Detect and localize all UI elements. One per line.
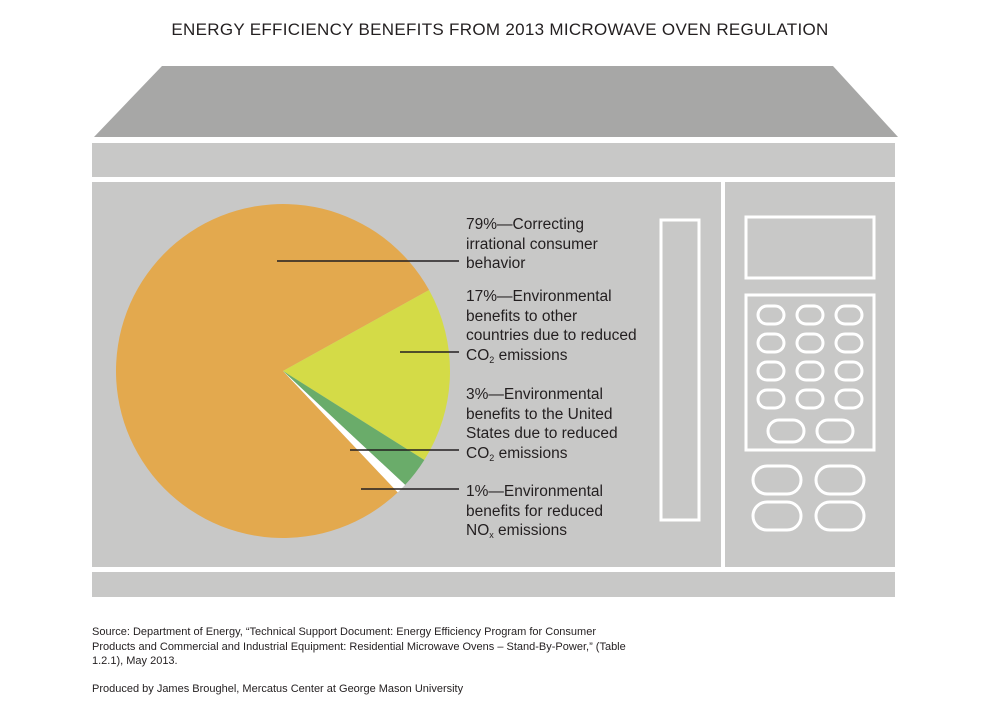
control-button-4 — [814, 500, 866, 532]
keypad-button-4 — [756, 332, 786, 354]
label-4-line-2: benefits for reduced — [466, 502, 604, 520]
label-slice-2: 17%—Environmental benefits to other coun… — [466, 288, 637, 365]
label-4-pct: 1% — [466, 483, 489, 500]
pie-slice-1 — [115, 204, 430, 539]
label-2-line-1: Environmental — [512, 288, 612, 305]
label-2-pct: 17% — [466, 288, 498, 305]
label-4-line-3: NO — [466, 522, 490, 539]
source-note: Source: Department of Energy, “Technical… — [92, 626, 626, 667]
oven-divider — [721, 182, 725, 567]
pie-slice-4 — [283, 371, 406, 493]
label-3-line-3: States due to reduced — [466, 425, 618, 442]
keypad-button-5 — [795, 332, 825, 354]
pie-slice-2 — [283, 290, 450, 460]
keypad-button-11 — [795, 388, 825, 410]
label-1-line-1: Correcting — [512, 216, 585, 233]
oven-bottom-band — [92, 572, 895, 597]
label-3-line-4: CO — [466, 444, 490, 462]
producer-credit: Produced by James Broughel, Mercatus Cen… — [92, 683, 464, 695]
control-button-2 — [814, 464, 866, 496]
label-slice-3: 3%—Environmental benefits to the United … — [466, 386, 618, 463]
display-screen — [744, 215, 876, 280]
label-3-line-2: benefits to the United — [466, 405, 613, 423]
control-button-1 — [751, 464, 803, 496]
control-button-3 — [751, 500, 803, 532]
label-2-line-4: CO — [466, 346, 490, 364]
chart-title: ENERGY EFFICIENCY BENEFITS FROM 2013 MIC… — [171, 20, 829, 39]
keypad-button-3 — [834, 304, 864, 326]
pie-chart — [115, 204, 450, 539]
keypad-button-9 — [834, 360, 864, 382]
keypad-button-8 — [795, 360, 825, 382]
oven-top-band — [92, 143, 895, 177]
keypad-button-2 — [795, 304, 825, 326]
label-slice-1: 79%—Correcting irrational consumer behav… — [466, 216, 598, 272]
keypad-button-7 — [756, 360, 786, 382]
label-3-line-1: Environmental — [503, 386, 603, 403]
label-2-line-2: benefits to other — [466, 307, 578, 325]
label-slice-4: 1%—Environmental benefits for reduced NO… — [466, 483, 604, 540]
keypad-button-13 — [766, 418, 806, 444]
label-2-line-3: countries due to reduced — [466, 327, 637, 344]
label-1-line-3: behavior — [466, 255, 526, 272]
keypad-button-6 — [834, 332, 864, 354]
oven-top — [94, 66, 898, 137]
keypad-button-10 — [756, 388, 786, 410]
label-3-pct: 3% — [466, 386, 489, 403]
label-4-line-1: Environmental — [503, 483, 603, 500]
keypad-button-14 — [815, 418, 855, 444]
keypad-frame — [744, 293, 876, 452]
pie-slice-3 — [283, 371, 425, 485]
label-1-line-2: irrational consumer — [466, 235, 598, 253]
keypad-buttons — [751, 304, 866, 532]
keypad-button-12 — [834, 388, 864, 410]
label-1-pct: 79% — [466, 216, 498, 233]
door-handle — [659, 218, 701, 522]
keypad-button-1 — [756, 304, 786, 326]
leader-lines — [277, 260, 459, 490]
